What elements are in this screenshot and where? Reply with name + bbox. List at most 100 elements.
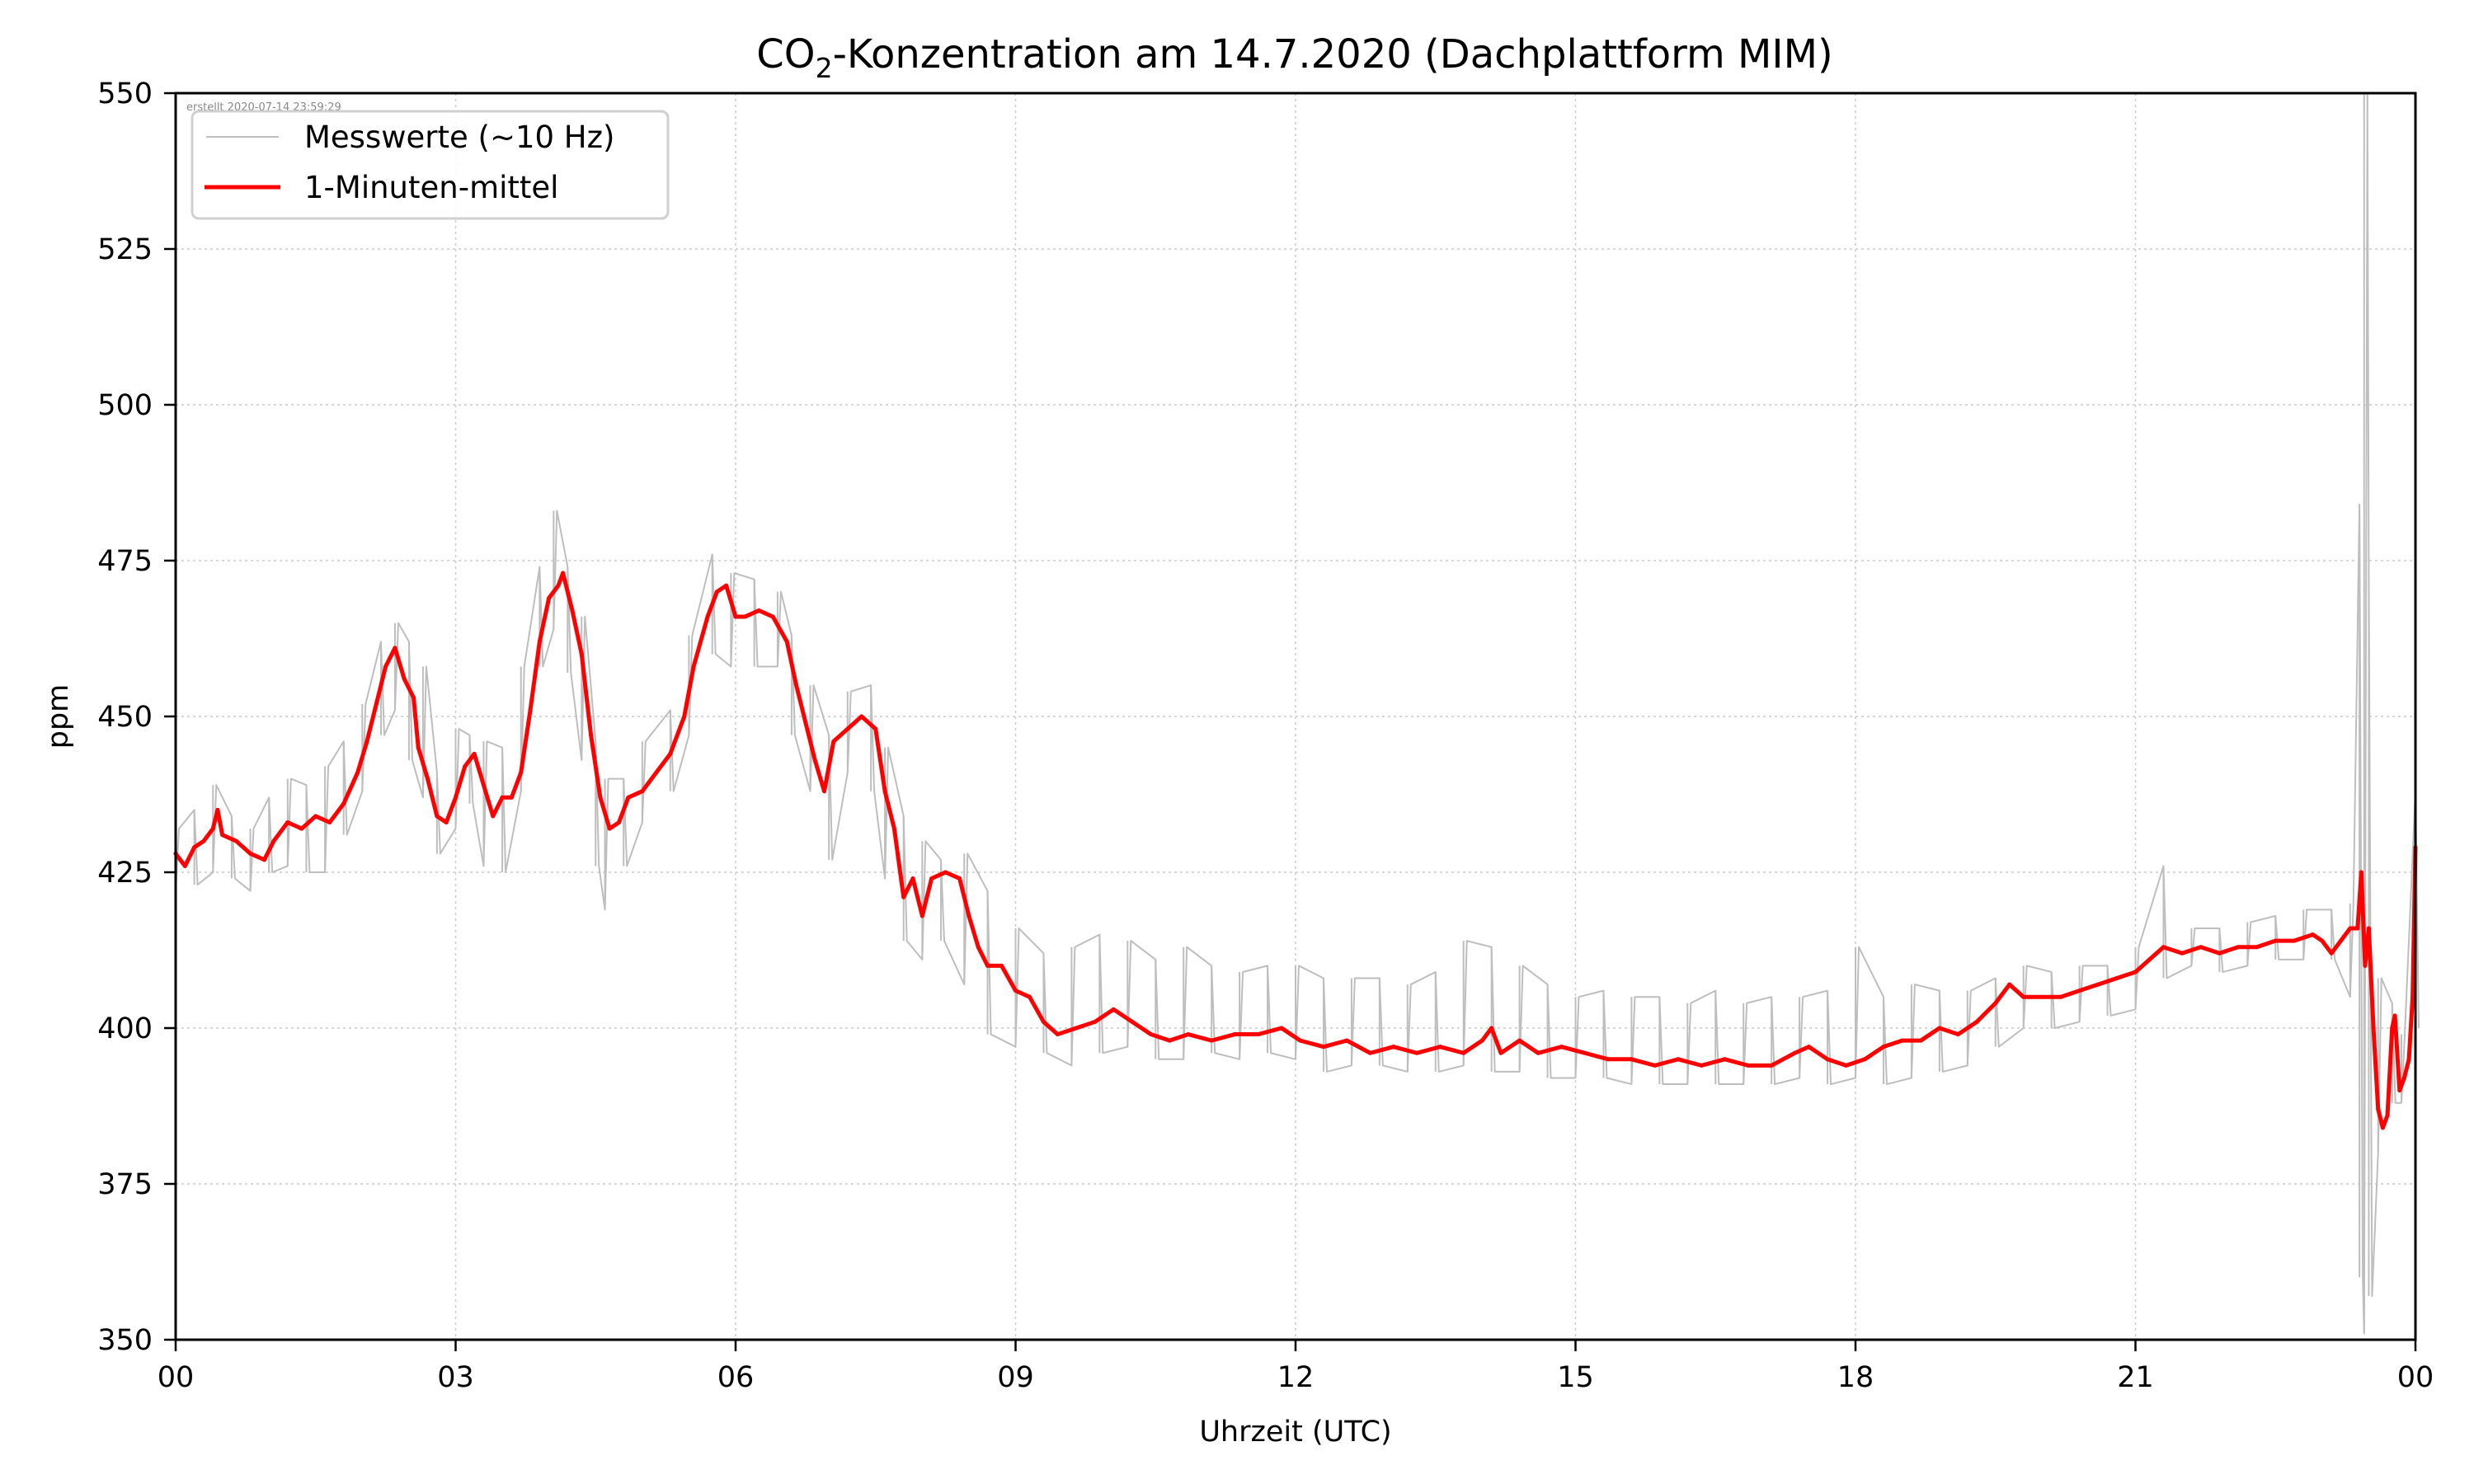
x-axis: 00 03 06 09 12 15 18 21 00 [158, 1340, 2434, 1394]
mean-point [579, 651, 584, 656]
mean-point [1881, 1045, 1886, 1050]
mean-point [2338, 938, 2343, 943]
chart-title: CO2-Konzentration am 14.7.2020 (Dachplat… [756, 31, 1832, 84]
mean-point [2355, 926, 2360, 931]
mean-point [929, 876, 934, 881]
mean-point [891, 826, 896, 831]
y-axis: 350 375 400 425 450 475 500 525 550 [97, 77, 176, 1357]
mean-point [285, 820, 290, 825]
mean-point [426, 777, 430, 782]
mean-point [271, 838, 276, 843]
mean-point [668, 751, 673, 756]
mean-point [1862, 1057, 1867, 1062]
mean-point [1414, 1050, 1419, 1055]
mean-point [1093, 1019, 1098, 1024]
mean-point [1900, 1038, 1905, 1043]
mean-point [1298, 1038, 1303, 1043]
mean-point [1027, 994, 1032, 999]
mean-point [201, 838, 206, 843]
mean-point [1699, 1063, 1704, 1068]
mean-point [2133, 970, 2138, 974]
mean-point [640, 789, 645, 794]
mean-point [1489, 1026, 1494, 1031]
mean-point [2406, 1057, 2411, 1062]
mean-point [355, 770, 360, 775]
mean-point [2217, 951, 2222, 956]
mean-point [435, 814, 440, 819]
mean-point [472, 751, 477, 756]
mean-point [248, 851, 253, 856]
x-tick-label: 21 [2117, 1361, 2154, 1394]
mean-point [1256, 1032, 1261, 1037]
mean-point [570, 608, 575, 613]
mean-point [463, 763, 468, 768]
mean-point [1232, 1032, 1237, 1037]
mean-point [1479, 1038, 1484, 1043]
mean-point [1918, 1038, 1923, 1043]
mean-point [756, 608, 761, 613]
mean-point [2366, 926, 2371, 931]
legend-box [190, 110, 670, 220]
mean-point [220, 833, 225, 838]
mean-point [1149, 1032, 1154, 1037]
mean-point [2236, 945, 2241, 950]
mean-point [1583, 1050, 1587, 1055]
mean-point [859, 714, 864, 719]
mean-point [262, 857, 267, 862]
y-tick-label: 450 [97, 701, 153, 734]
mean-point [416, 745, 421, 750]
mean-point [2039, 994, 2044, 999]
mean-point [2385, 1113, 2390, 1118]
mean-point [999, 963, 1004, 968]
mean-point [1074, 1026, 1079, 1031]
mean-point [374, 702, 379, 707]
mean-point [2273, 938, 2278, 943]
mean-point [313, 814, 318, 819]
mean-point [1937, 1026, 1942, 1031]
mean-point [383, 665, 388, 669]
mean-point [794, 683, 799, 688]
mean-point [2329, 951, 2334, 956]
x-tick-label: 09 [997, 1361, 1034, 1394]
mean-point [598, 795, 603, 800]
mean-point [1368, 1050, 1373, 1055]
mean-point [943, 870, 948, 875]
legend-label-messwerte: Messwerte (~10 Hz) [304, 120, 614, 155]
mean-point [1723, 1057, 1728, 1062]
mean-point [1461, 1050, 1466, 1055]
mean-point [617, 820, 622, 825]
mean-point [1974, 1019, 1979, 1024]
x-tick-label: 06 [717, 1361, 755, 1394]
mean-point [481, 782, 486, 787]
mean-point [1041, 1019, 1046, 1024]
mean-point [444, 820, 449, 825]
mean-point [2292, 938, 2297, 943]
mean-point [2114, 976, 2119, 981]
mean-point [1321, 1045, 1326, 1050]
mean-point [2401, 1075, 2406, 1080]
mean-point [770, 614, 775, 619]
mean-point [402, 677, 407, 682]
mean-point [1279, 1026, 1284, 1031]
mean-point [2390, 1026, 2395, 1031]
mean-point [845, 726, 850, 731]
mean-point [2392, 1013, 2397, 1018]
y-tick-label: 425 [97, 857, 153, 890]
mean-point [1806, 1045, 1811, 1050]
mean-point [2077, 989, 2082, 993]
mean-point [733, 614, 738, 619]
mean-point [519, 770, 524, 775]
mean-point [537, 639, 542, 644]
mean-point [1111, 1007, 1116, 1012]
mean-point [1517, 1038, 1522, 1043]
mean-point [1167, 1038, 1172, 1043]
y-axis-label: ppm [42, 684, 75, 749]
mean-point [607, 826, 612, 831]
mean-point [1676, 1057, 1681, 1062]
mean-point [626, 795, 631, 800]
mean-point [920, 913, 924, 918]
mean-point [1498, 1050, 1503, 1055]
mean-point [2311, 932, 2316, 937]
mean-point [528, 707, 533, 712]
